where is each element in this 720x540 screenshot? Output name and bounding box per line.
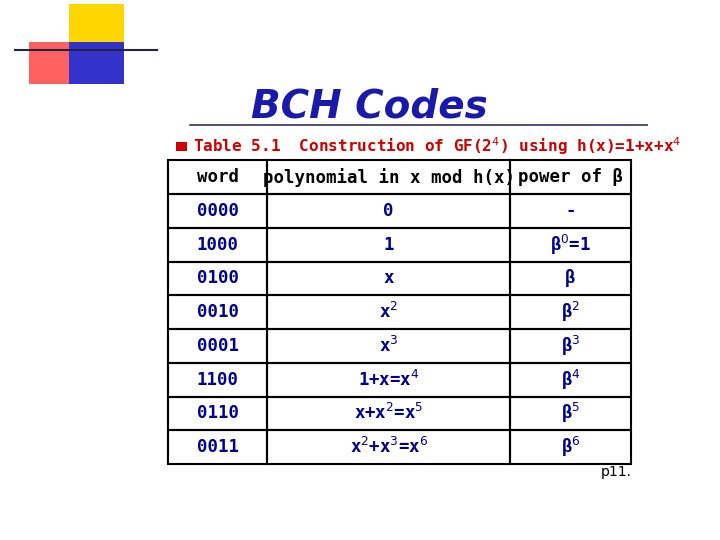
Text: 0001: 0001 bbox=[197, 337, 239, 355]
Bar bbox=[510, 363, 631, 396]
Bar bbox=[267, 329, 510, 363]
Text: β$^{2}$: β$^{2}$ bbox=[561, 300, 580, 324]
Text: word: word bbox=[197, 168, 239, 186]
Bar bbox=[510, 295, 631, 329]
Bar bbox=[510, 430, 631, 464]
Bar bbox=[168, 194, 267, 228]
Bar bbox=[69, 4, 124, 53]
Text: 1+x=x$^{4}$: 1+x=x$^{4}$ bbox=[358, 369, 420, 390]
Text: x$^{2}$+x$^{3}$=x$^{6}$: x$^{2}$+x$^{3}$=x$^{6}$ bbox=[349, 437, 428, 457]
Text: power of β: power of β bbox=[518, 168, 623, 186]
Text: -: - bbox=[565, 202, 576, 220]
Bar bbox=[267, 396, 510, 430]
Bar bbox=[510, 329, 631, 363]
Bar bbox=[510, 396, 631, 430]
Bar bbox=[29, 42, 84, 84]
Bar bbox=[168, 160, 267, 194]
Text: 0100: 0100 bbox=[197, 269, 239, 287]
Text: x: x bbox=[384, 269, 394, 287]
Text: 1: 1 bbox=[384, 236, 394, 254]
Text: 0010: 0010 bbox=[197, 303, 239, 321]
Text: β$^{5}$: β$^{5}$ bbox=[561, 401, 580, 426]
Text: BCH Codes: BCH Codes bbox=[251, 87, 487, 126]
Text: 1100: 1100 bbox=[197, 370, 239, 389]
Bar bbox=[267, 228, 510, 261]
Bar bbox=[510, 261, 631, 295]
Bar bbox=[69, 42, 124, 84]
Text: 0110: 0110 bbox=[197, 404, 239, 422]
Text: β$^{4}$: β$^{4}$ bbox=[561, 368, 580, 392]
Bar bbox=[168, 261, 267, 295]
Bar bbox=[267, 430, 510, 464]
Bar bbox=[267, 194, 510, 228]
Text: Table 5.1  Construction of GF(2$^4$) using h(x)=1+x+x$^4$: Table 5.1 Construction of GF(2$^4$) usin… bbox=[193, 136, 682, 157]
Text: β$^{6}$: β$^{6}$ bbox=[561, 435, 580, 459]
Bar bbox=[267, 261, 510, 295]
Text: β: β bbox=[565, 269, 576, 287]
Bar bbox=[168, 396, 267, 430]
Bar bbox=[168, 430, 267, 464]
Bar bbox=[510, 160, 631, 194]
Text: x$^{3}$: x$^{3}$ bbox=[379, 336, 398, 356]
Bar bbox=[176, 141, 186, 151]
Bar bbox=[168, 363, 267, 396]
Text: β$^{3}$: β$^{3}$ bbox=[561, 334, 580, 358]
Text: polynomial in x mod h(x): polynomial in x mod h(x) bbox=[263, 168, 515, 187]
Bar bbox=[267, 363, 510, 396]
Text: x+x$^{2}$=x$^{5}$: x+x$^{2}$=x$^{5}$ bbox=[354, 403, 423, 423]
Bar bbox=[510, 194, 631, 228]
Bar bbox=[267, 160, 510, 194]
Text: 0011: 0011 bbox=[197, 438, 239, 456]
Text: p11.: p11. bbox=[600, 464, 631, 478]
Text: 0: 0 bbox=[384, 202, 394, 220]
Bar bbox=[168, 295, 267, 329]
Bar bbox=[510, 228, 631, 261]
Bar bbox=[168, 228, 267, 261]
Text: 1000: 1000 bbox=[197, 236, 239, 254]
Text: β$^{0}$=1: β$^{0}$=1 bbox=[550, 233, 591, 257]
Text: 0000: 0000 bbox=[197, 202, 239, 220]
Text: x$^{2}$: x$^{2}$ bbox=[379, 302, 398, 322]
Bar bbox=[168, 329, 267, 363]
Bar bbox=[267, 295, 510, 329]
